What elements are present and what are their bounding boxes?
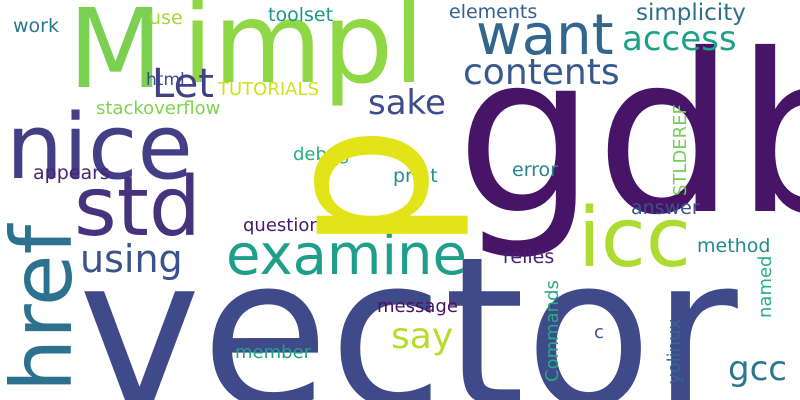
word-std: std xyxy=(74,160,201,255)
word-answer: answer xyxy=(631,197,700,219)
word-href: href xyxy=(0,224,91,392)
word-want: want xyxy=(476,3,614,68)
word-M: M xyxy=(68,0,163,113)
word-nice: nice xyxy=(6,95,193,200)
word-print: print xyxy=(393,165,438,187)
word-Let: Let xyxy=(152,61,214,107)
word-p: p xyxy=(241,125,474,252)
word-stackoverflow: stackoverflow xyxy=(96,98,221,119)
word-Commands: Commands xyxy=(542,280,563,382)
word-icc: icc xyxy=(578,191,691,286)
word-examine: examine xyxy=(226,223,467,288)
word-using: using xyxy=(80,237,183,281)
word-message: message xyxy=(377,296,458,317)
word-gcc: gcc xyxy=(728,349,787,389)
word-debug: debug xyxy=(293,144,350,165)
word-STLDEREF: STLDEREF xyxy=(670,104,691,196)
word-c: c xyxy=(594,322,604,343)
word-toolset: toolset xyxy=(268,4,334,26)
word-named: named xyxy=(755,255,776,318)
word-access: access xyxy=(622,19,737,59)
word-member: member xyxy=(235,342,312,363)
word-work: work xyxy=(13,15,59,37)
word-simplicity: simplicity xyxy=(636,0,746,26)
word-use: use xyxy=(149,7,183,29)
word-TUTORIALS: TUTORIALS xyxy=(218,79,319,100)
word-gdb: gdb xyxy=(456,7,800,263)
word-impl: impl xyxy=(182,0,425,109)
word-vector: vector xyxy=(78,213,738,400)
word-appears: appears xyxy=(33,162,110,184)
word-error: error xyxy=(512,159,558,181)
word-relies: relies xyxy=(503,246,555,268)
word-questions: questions xyxy=(243,215,331,236)
word-sake: sake xyxy=(368,83,446,123)
word-html: html xyxy=(146,70,185,90)
word-contents: contents xyxy=(463,52,620,93)
word-say: say xyxy=(391,316,454,357)
word-elements: elements xyxy=(449,1,538,23)
word-method: method xyxy=(697,235,771,257)
word-yolinux: yolinux xyxy=(664,318,685,384)
